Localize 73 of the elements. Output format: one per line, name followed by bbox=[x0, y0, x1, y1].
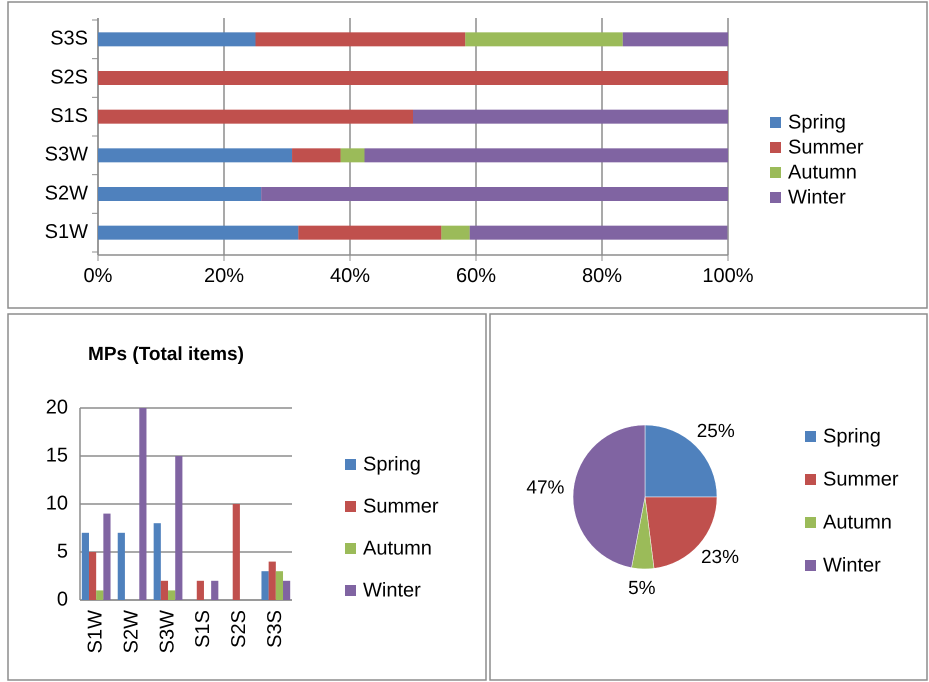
bar bbox=[196, 580, 204, 600]
data-label: 47% bbox=[526, 477, 565, 498]
bar bbox=[622, 32, 728, 46]
legend-label: Summer bbox=[363, 495, 439, 518]
bar bbox=[98, 110, 413, 124]
bar bbox=[103, 514, 111, 600]
bar bbox=[211, 580, 218, 600]
x-tick-label: 0% bbox=[84, 265, 113, 287]
bar bbox=[283, 580, 290, 600]
x-tick-label: 40% bbox=[330, 265, 370, 287]
bar bbox=[118, 532, 125, 600]
bar bbox=[276, 571, 284, 600]
bar bbox=[98, 148, 292, 162]
y-tick-label: S3W bbox=[44, 144, 88, 166]
bar bbox=[232, 504, 240, 600]
bar bbox=[256, 32, 466, 46]
legend-label: Spring bbox=[788, 111, 846, 134]
bar bbox=[298, 226, 442, 240]
legend-label: Autumn bbox=[788, 161, 857, 184]
x-tick-label: 20% bbox=[204, 265, 244, 287]
bar bbox=[96, 590, 104, 600]
bar bbox=[168, 590, 176, 600]
y-tick-label: 15 bbox=[46, 444, 68, 466]
x-tick-label: S3W bbox=[156, 610, 178, 654]
y-tick-label: S1W bbox=[44, 220, 88, 243]
x-tick-label: S1S bbox=[192, 610, 214, 648]
x-tick-label: 60% bbox=[456, 265, 496, 287]
data-label: 5% bbox=[628, 578, 656, 599]
y-tick-label: S3S bbox=[50, 28, 88, 50]
bar bbox=[470, 226, 728, 240]
bar bbox=[88, 552, 96, 600]
y-tick-label: S2W bbox=[44, 182, 88, 204]
bar bbox=[413, 110, 728, 124]
legend-label: Winter bbox=[788, 186, 846, 208]
x-tick-label: 80% bbox=[582, 265, 622, 287]
y-tick-label: 0 bbox=[56, 588, 68, 610]
bar bbox=[160, 580, 168, 600]
bar bbox=[98, 71, 728, 85]
legend-label: Autumn bbox=[363, 537, 432, 560]
bar bbox=[98, 187, 262, 201]
legend-label: Summer bbox=[823, 468, 899, 490]
y-tick-label: S1S bbox=[50, 104, 88, 127]
data-label: 25% bbox=[696, 420, 735, 442]
legend-label: Summer bbox=[788, 136, 864, 158]
bar bbox=[465, 32, 623, 46]
bar bbox=[441, 226, 470, 240]
bar bbox=[139, 408, 146, 600]
x-tick-label: S2W bbox=[120, 610, 142, 654]
chart-title: MPs (Total items) bbox=[88, 344, 244, 365]
y-tick-label: 5 bbox=[56, 540, 68, 562]
bar bbox=[292, 148, 341, 162]
legend-label: Spring bbox=[823, 425, 881, 448]
data-label: 23% bbox=[700, 546, 740, 568]
bar bbox=[268, 562, 276, 600]
legend-label: Winter bbox=[823, 554, 882, 576]
bar bbox=[82, 532, 89, 600]
bar bbox=[154, 523, 161, 600]
bar bbox=[261, 571, 269, 600]
bar bbox=[340, 148, 364, 162]
x-tick-label: S2S bbox=[228, 610, 250, 648]
y-tick-label: S2S bbox=[50, 66, 88, 88]
y-tick-label: 10 bbox=[46, 492, 68, 514]
legend-label: Spring bbox=[363, 453, 421, 476]
x-tick-label: S3S bbox=[264, 610, 286, 648]
legend-label: Winter bbox=[363, 579, 422, 602]
legend-label: Autumn bbox=[823, 511, 892, 534]
bar bbox=[98, 226, 298, 240]
bar bbox=[175, 456, 182, 600]
bar bbox=[261, 187, 728, 201]
x-tick-label: 100% bbox=[702, 265, 754, 287]
bar bbox=[98, 32, 256, 46]
bar bbox=[364, 148, 728, 162]
y-tick-label: 20 bbox=[46, 396, 68, 418]
